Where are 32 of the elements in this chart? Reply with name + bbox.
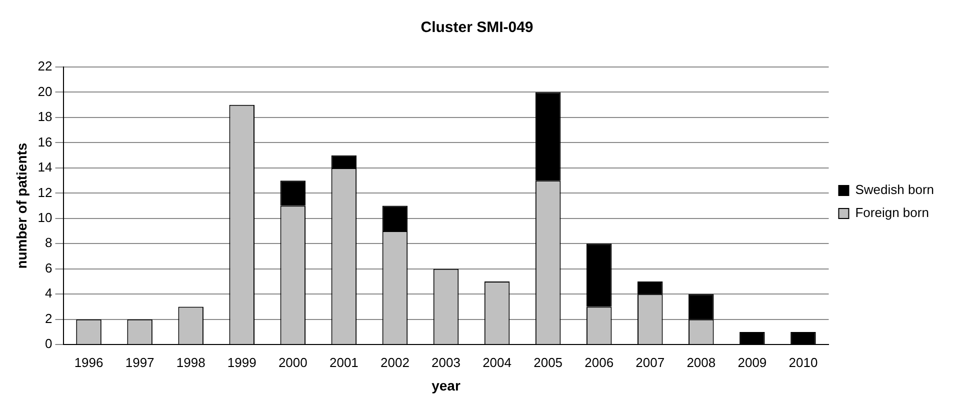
y-tick-label: 8 [45, 235, 52, 250]
y-tick-label: 14 [38, 160, 52, 175]
x-tick-label: 2007 [636, 354, 665, 370]
x-tick-label: 1999 [227, 354, 256, 370]
y-tick-label: 2 [45, 310, 52, 326]
y-tick-label: 4 [45, 286, 52, 301]
x-tick-label: 2005 [534, 354, 563, 370]
y-tick-label: 22 [38, 58, 52, 74]
x-axis-title: year [432, 377, 461, 394]
x-tick-label: 2001 [329, 354, 358, 370]
x-tick-label: 1996 [74, 354, 104, 370]
x-tick-label: 2009 [738, 354, 767, 370]
y-tick-label: 0 [45, 336, 52, 352]
y-tick-label: 12 [38, 184, 52, 200]
legend-label: Swedish born [855, 182, 934, 198]
chart-title: Cluster SMI-049 [420, 19, 534, 36]
x-tick-label: 1997 [125, 354, 154, 370]
x-tick-label: 2003 [432, 354, 460, 370]
y-tick-label: 6 [45, 260, 52, 276]
y-axis-title: number of patients [13, 142, 30, 269]
x-tick-label: 2002 [380, 354, 410, 370]
x-tick-label: 2004 [482, 354, 512, 370]
x-tick-label: 1998 [176, 354, 206, 370]
legend-label: Foreign born [855, 205, 929, 220]
y-tick-label: 20 [38, 84, 52, 99]
y-tick-label: 10 [38, 210, 52, 225]
y-tick-label: 18 [38, 109, 52, 124]
y-tick-label: 16 [38, 134, 52, 150]
x-tick-label: 2000 [278, 354, 308, 370]
x-tick-label: 2010 [788, 354, 818, 370]
x-tick-label: 2006 [584, 354, 614, 370]
x-tick-label: 2008 [686, 354, 716, 370]
